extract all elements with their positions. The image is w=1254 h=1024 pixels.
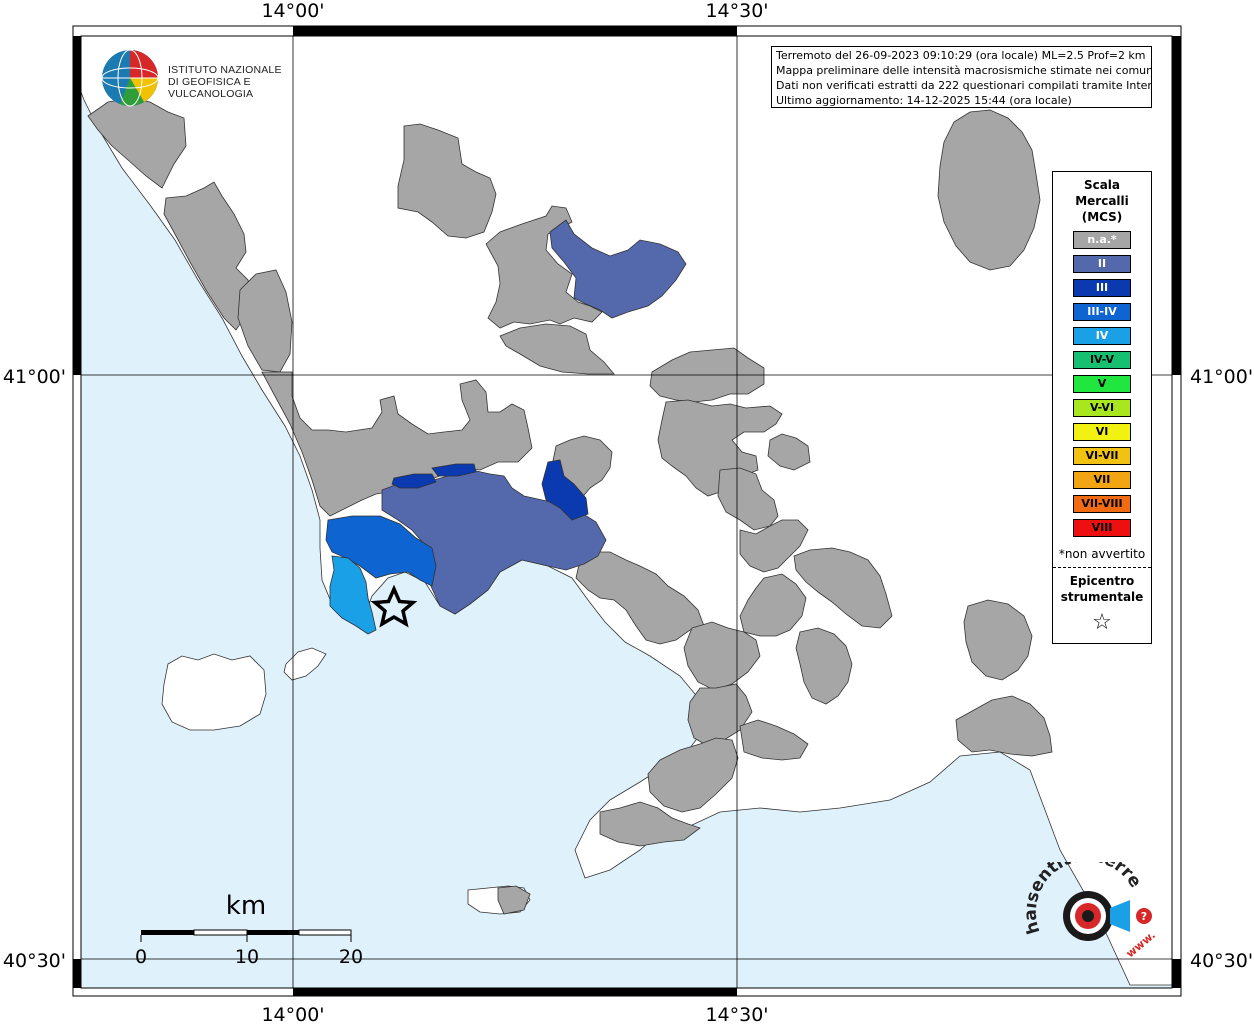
- org-line-1: ISTITUTO NAZIONALE: [168, 64, 282, 76]
- legend-item: VII-VIII: [1073, 495, 1131, 513]
- municipality-intensity-III-east: [541, 459, 589, 521]
- legend-divider: [1053, 567, 1151, 568]
- municipality-intensity-III-IV: [325, 515, 437, 587]
- bottom-tick-1400: 14°00': [261, 1004, 324, 1024]
- legend-star-icon: ☆: [1092, 610, 1112, 635]
- graticule: [81, 36, 1172, 988]
- brand-url: www.: [1124, 929, 1156, 961]
- map-frame: [72, 25, 1182, 997]
- info-line-3: Dati non verificati estratti da 222 ques…: [776, 79, 1152, 92]
- mainland: [80, 35, 1173, 986]
- capri-gray: [497, 885, 531, 915]
- scale-label-10: 10: [235, 946, 259, 968]
- mcs-legend: Scala Mercalli (MCS) n.a.* II III III-IV IV I…: [1052, 171, 1152, 644]
- info-line-1: Terremoto del 26-09-2023 09:10:29 (ora l…: [776, 49, 1146, 62]
- legend-item: VI-VII: [1073, 447, 1131, 465]
- org-line-2: DI GEOFISICA E VULCANOLOGIA: [168, 76, 254, 100]
- left-tick-4030: 40°30': [3, 950, 66, 972]
- right-tick-4030: 40°30': [1190, 950, 1253, 972]
- legend-item: VIII: [1073, 519, 1131, 537]
- municipality-intensity-IV: [329, 555, 377, 635]
- right-tick-4100: 41°00': [1190, 366, 1253, 388]
- legend-item: IV: [1073, 327, 1131, 345]
- svg-text:?: ?: [1141, 910, 1147, 923]
- top-tick-1400: 14°00': [261, 0, 324, 22]
- municipality-intensity-III-small: [391, 473, 437, 489]
- haisentito-logo: haisentitoilterremoto.it ? www.: [1026, 862, 1156, 961]
- legend-epicenter-line-2: strumentale: [1060, 590, 1144, 604]
- legend-footnote: *non avvertito: [1058, 547, 1146, 561]
- scale-bar: km 0 10 20: [135, 891, 363, 968]
- legend-epicenter-line-1: Epicentro: [1069, 574, 1135, 588]
- legend-item: VII: [1073, 471, 1131, 489]
- scale-unit: km: [226, 891, 266, 921]
- event-info-box: Terremoto del 26-09-2023 09:10:29 (ora l…: [771, 46, 1152, 108]
- legend-title-line-2: Mercalli: [1075, 194, 1129, 208]
- legend-item: V-VI: [1073, 399, 1131, 417]
- legend-epicenter-label: Epicentro strumentale: [1053, 573, 1151, 605]
- ischia-island: [161, 653, 267, 731]
- left-tick-4100: 41°00': [3, 366, 66, 388]
- legend-rows: n.a.* II III III-IV IV IV-V V V-VI VI VI-VII VII VI…: [1053, 231, 1151, 537]
- municipalities-na: [87, 97, 1053, 847]
- legend-item: V: [1073, 375, 1131, 393]
- epicenter-star-icon: [370, 584, 418, 628]
- legend-item: IV-V: [1073, 351, 1131, 369]
- legend-title: Scala Mercalli (MCS): [1053, 177, 1151, 225]
- legend-item: III-IV: [1073, 303, 1131, 321]
- legend-item: VI: [1073, 423, 1131, 441]
- municipality-intensity-III-strip: [431, 463, 477, 477]
- legend-title-line-3: (MCS): [1081, 210, 1123, 224]
- legend-title-line-1: Scala: [1083, 178, 1121, 192]
- ingv-logo: ISTITUTO NAZIONALE DI GEOFISICA E VULCAN…: [100, 48, 310, 112]
- bottom-tick-1430: 14°30': [705, 1004, 768, 1024]
- info-line-4: Ultimo aggiornamento: 14-12-2025 15:44 (…: [776, 94, 1072, 107]
- scale-label-20: 20: [339, 946, 363, 968]
- top-tick-1430: 14°30': [705, 0, 768, 22]
- legend-item: III: [1073, 279, 1131, 297]
- scale-label-0: 0: [135, 946, 147, 968]
- info-line-2: Mappa preliminare delle intensità macros…: [776, 64, 1152, 77]
- municipality-intensity-II-north: [549, 219, 687, 319]
- organization-name: ISTITUTO NAZIONALE DI GEOFISICA E VULCAN…: [168, 64, 310, 100]
- legend-item: II: [1073, 255, 1131, 273]
- globe-icon: [101, 49, 159, 107]
- legend-item: n.a.*: [1073, 231, 1131, 249]
- procida-island: [283, 647, 327, 681]
